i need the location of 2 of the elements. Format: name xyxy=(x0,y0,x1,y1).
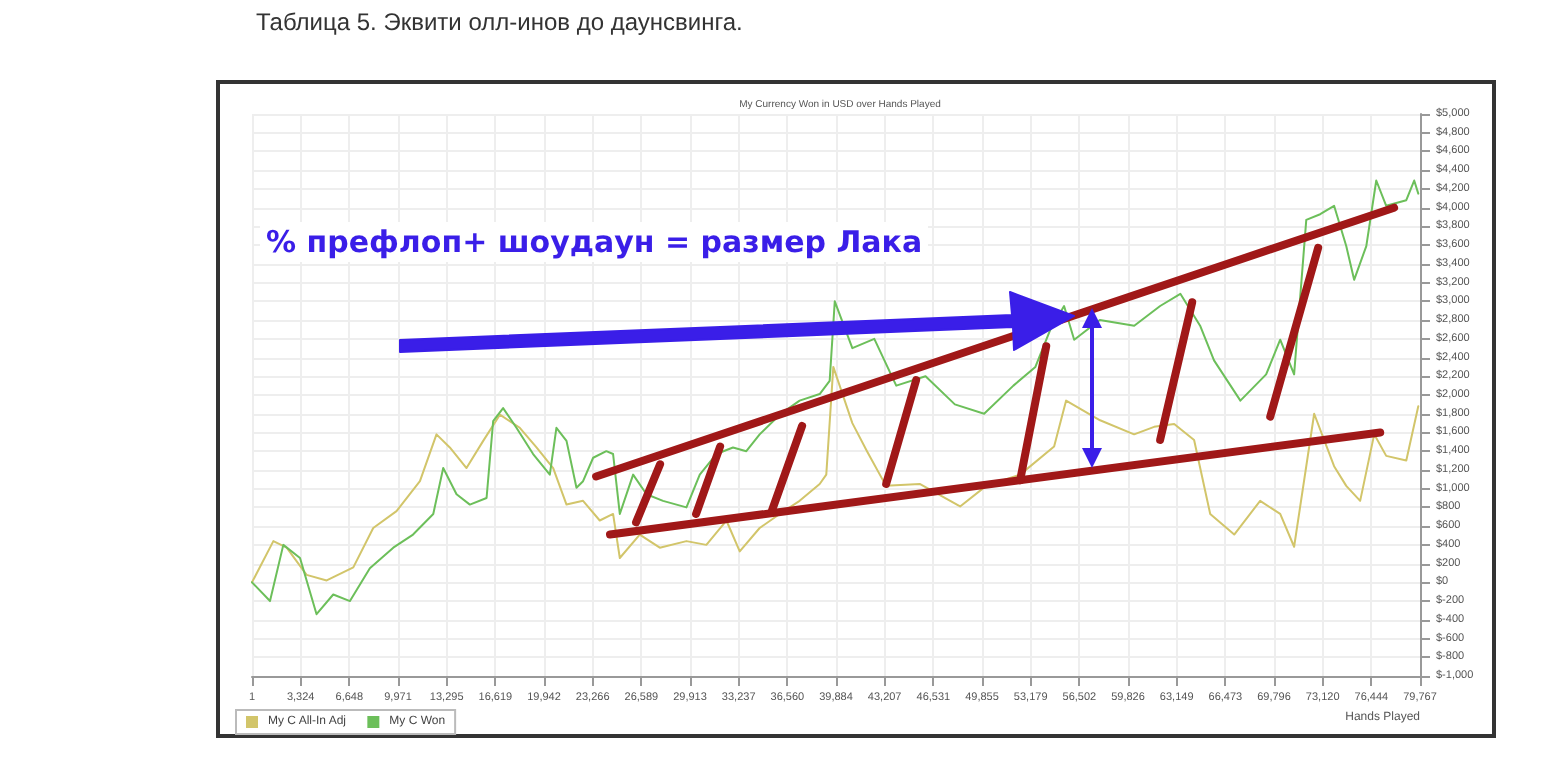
text: Таблица 5. Эквити олл-инов до даунсвинга. xyxy=(256,8,743,36)
annotation: % префлоп+ шоудаун = размер Лака xyxy=(260,222,929,262)
